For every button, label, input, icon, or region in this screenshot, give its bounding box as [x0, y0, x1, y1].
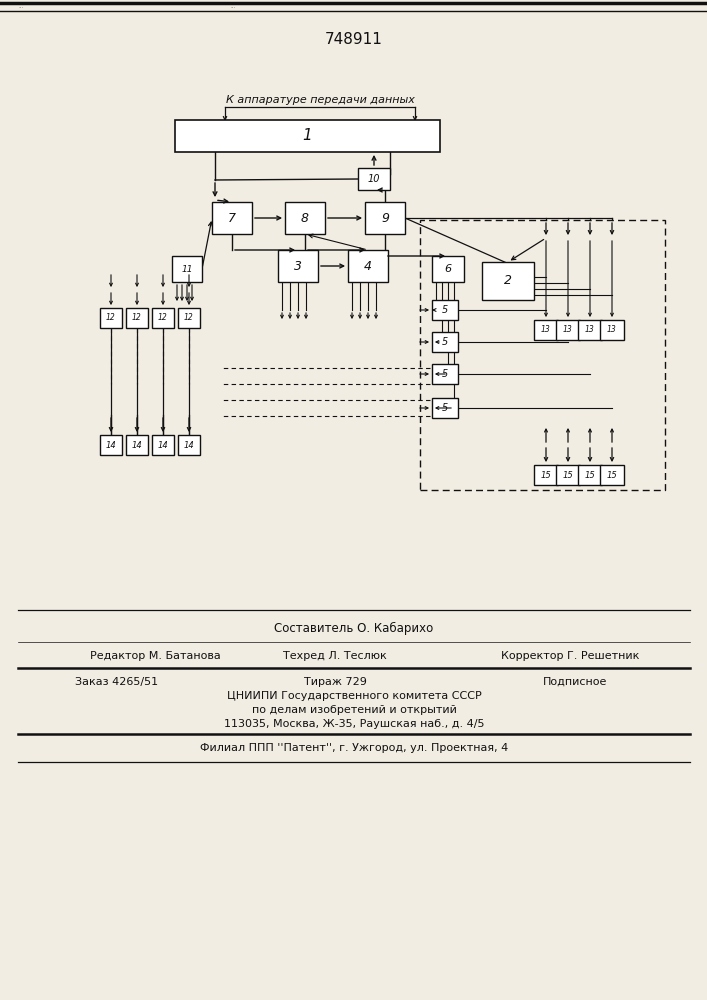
Bar: [578, 465, 602, 485]
Bar: [100, 308, 122, 328]
Bar: [212, 202, 252, 234]
Text: 748911: 748911: [325, 32, 383, 47]
Bar: [556, 465, 580, 485]
Bar: [556, 320, 580, 340]
Bar: [178, 308, 200, 328]
Text: 10: 10: [368, 174, 380, 184]
Bar: [600, 465, 624, 485]
Bar: [126, 435, 148, 455]
Bar: [348, 250, 388, 282]
Bar: [365, 202, 405, 234]
Bar: [358, 168, 390, 190]
Bar: [285, 202, 325, 234]
Text: 14: 14: [105, 440, 117, 450]
Bar: [432, 364, 458, 384]
Text: Подписное: Подписное: [543, 677, 607, 687]
Text: ...: ...: [230, 4, 235, 9]
Bar: [152, 308, 174, 328]
Text: 15: 15: [585, 471, 595, 480]
Text: 14: 14: [184, 440, 194, 450]
Text: Заказ 4265/51: Заказ 4265/51: [75, 677, 158, 687]
Text: 9: 9: [381, 212, 389, 225]
Bar: [172, 256, 202, 282]
Text: 14: 14: [132, 440, 142, 450]
Text: 8: 8: [301, 212, 309, 225]
Bar: [432, 256, 464, 282]
Text: 6: 6: [445, 264, 452, 274]
Text: 2: 2: [504, 274, 512, 288]
Bar: [432, 398, 458, 418]
Text: 15: 15: [563, 471, 573, 480]
Text: Составитель О. Кабарихо: Составитель О. Кабарихо: [274, 621, 433, 635]
Bar: [152, 435, 174, 455]
Bar: [178, 435, 200, 455]
Text: Редактор М. Батанова: Редактор М. Батанова: [90, 651, 221, 661]
Text: ...: ...: [18, 4, 23, 9]
Bar: [278, 250, 318, 282]
Text: Тираж 729: Тираж 729: [303, 677, 366, 687]
Text: по делам изобретений и открытий: по делам изобретений и открытий: [252, 705, 457, 715]
Text: 13: 13: [541, 326, 551, 334]
Text: 5: 5: [442, 369, 448, 379]
Bar: [534, 320, 558, 340]
Text: ЦНИИПИ Государственного комитета СССР: ЦНИИПИ Государственного комитета СССР: [227, 691, 481, 701]
Bar: [420, 220, 665, 490]
Text: 14: 14: [158, 440, 168, 450]
Text: 7: 7: [228, 212, 236, 225]
Text: 12: 12: [158, 314, 168, 322]
Bar: [432, 332, 458, 352]
Text: Техред Л. Теслюк: Техред Л. Теслюк: [283, 651, 387, 661]
Bar: [534, 465, 558, 485]
Bar: [482, 262, 534, 300]
Bar: [175, 120, 440, 152]
Text: 1: 1: [303, 128, 312, 143]
Text: 12: 12: [132, 314, 142, 322]
Text: К аппаратуре передачи данных: К аппаратуре передачи данных: [226, 95, 414, 105]
Text: 12: 12: [184, 314, 194, 322]
Text: 13: 13: [563, 326, 573, 334]
Text: Филиал ППП ''Патент'', г. Ужгород, ул. Проектная, 4: Филиал ППП ''Патент'', г. Ужгород, ул. П…: [200, 743, 508, 753]
Bar: [432, 300, 458, 320]
Text: 15: 15: [541, 471, 551, 480]
Text: 5: 5: [442, 305, 448, 315]
Text: 13: 13: [607, 326, 617, 334]
Text: 3: 3: [294, 259, 302, 272]
Text: 13: 13: [585, 326, 595, 334]
Text: 5: 5: [442, 337, 448, 347]
Bar: [100, 435, 122, 455]
Text: 113035, Москва, Ж-35, Раушская наб., д. 4/5: 113035, Москва, Ж-35, Раушская наб., д. …: [223, 719, 484, 729]
Bar: [578, 320, 602, 340]
Text: 5: 5: [442, 403, 448, 413]
Text: 11: 11: [181, 264, 193, 273]
Text: 4: 4: [364, 259, 372, 272]
Text: 15: 15: [607, 471, 617, 480]
Text: Корректор Г. Решетник: Корректор Г. Решетник: [501, 651, 639, 661]
Bar: [126, 308, 148, 328]
Bar: [600, 320, 624, 340]
Text: 12: 12: [106, 314, 116, 322]
